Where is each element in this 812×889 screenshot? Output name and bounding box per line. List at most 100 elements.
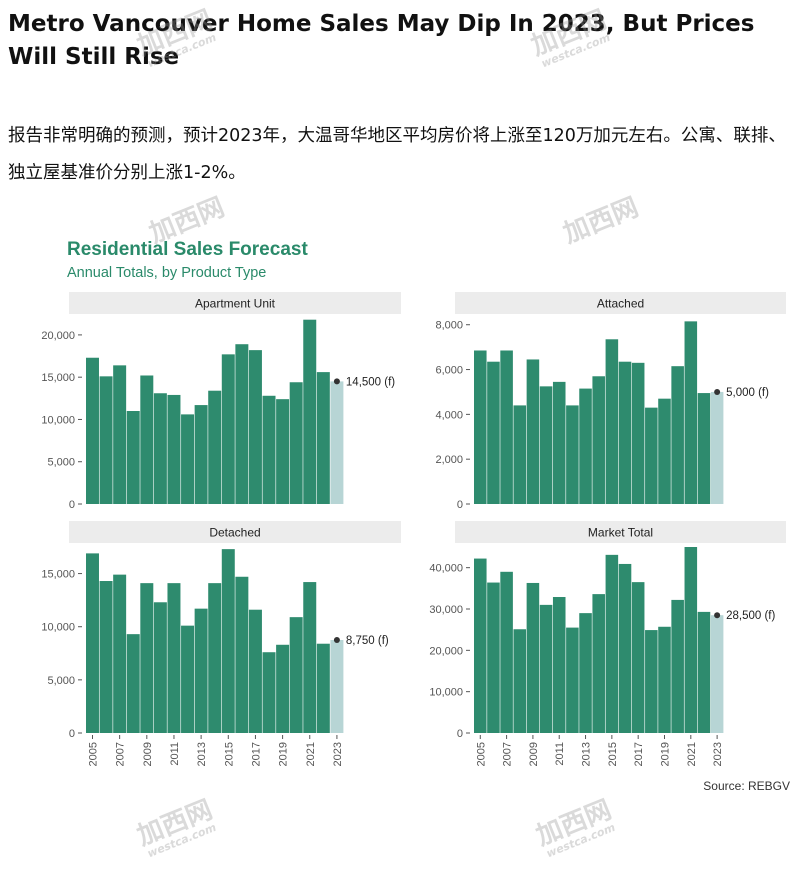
bar — [539, 604, 553, 733]
bar — [579, 388, 592, 504]
bar — [645, 407, 658, 504]
watermark-logo: 加西网 westca.com — [133, 794, 220, 860]
panel-apartment-unit: Apartment Unit 0 5,000 10,000 15,000 20,000 14… — [41, 292, 401, 511]
y-tick-label: 2,000 — [435, 454, 463, 466]
bar — [316, 372, 330, 504]
bar — [552, 381, 566, 504]
y-tick-label: 20,000 — [429, 645, 463, 657]
bar — [566, 405, 579, 504]
x-tick-label: 2015 — [223, 742, 235, 766]
panel-strip — [455, 292, 786, 314]
x-tick-label: 2021 — [305, 742, 317, 766]
bar — [487, 361, 500, 504]
bar — [500, 350, 513, 504]
article-intro: 报告非常明确的预测，预计2023年，大温哥华地区平均房价将上涨至120万加元左右… — [8, 126, 786, 183]
y-tick-label: 5,000 — [47, 675, 75, 687]
y-tick-label: 8,000 — [435, 320, 463, 332]
bar — [474, 558, 487, 733]
x-tick-label: 2019 — [278, 742, 290, 766]
bar — [113, 574, 127, 733]
forecast-label: 28,500 (f) — [726, 610, 775, 622]
bar — [592, 594, 605, 733]
forecast-bar — [330, 381, 344, 504]
bar — [248, 350, 262, 504]
y-tick-label: 15,000 — [41, 569, 75, 581]
bar — [552, 597, 566, 733]
bar — [248, 609, 262, 733]
bar — [194, 608, 208, 733]
bar — [262, 652, 276, 733]
x-tick-label: 2005 — [475, 742, 487, 766]
x-tick-label: 2013 — [196, 742, 208, 766]
bar — [697, 393, 711, 504]
bar — [658, 398, 671, 504]
panel-market-total: Market Total 0 10,000 20,000 30,000 40,000 28,… — [429, 521, 786, 766]
bar — [513, 405, 527, 504]
forecast-bar — [710, 615, 724, 733]
bar — [487, 582, 500, 733]
bar — [631, 582, 645, 733]
x-tick-label: 2015 — [607, 742, 619, 766]
x-tick-label: 2023 — [332, 742, 344, 766]
bar — [645, 630, 658, 733]
y-tick-label: 4,000 — [435, 409, 463, 421]
bar — [605, 339, 619, 504]
x-tick-label: 2011 — [169, 742, 181, 766]
bar — [235, 576, 249, 733]
figure-source: Source: REBGV — [703, 779, 790, 793]
panel-strip — [455, 521, 786, 543]
bar — [500, 571, 513, 733]
y-tick-label: 0 — [457, 499, 463, 511]
bar — [86, 357, 99, 504]
bar — [126, 634, 140, 733]
y-tick-label: 10,000 — [41, 414, 75, 426]
bar — [221, 549, 235, 733]
forecast-bar — [710, 391, 724, 504]
x-tick-label: 2005 — [87, 742, 99, 766]
y-tick-label: 40,000 — [429, 563, 463, 575]
bar — [631, 362, 645, 504]
bar — [153, 393, 167, 504]
bar — [208, 583, 222, 733]
bar — [618, 361, 632, 504]
figure-subtitle: Annual Totals, by Product Type — [67, 265, 267, 281]
bar — [181, 414, 195, 504]
bar — [181, 625, 195, 733]
panel-title: Market Total — [588, 526, 653, 540]
watermark-main: 加西网 — [133, 794, 217, 852]
y-tick-label: 0 — [457, 728, 463, 740]
bar — [167, 394, 181, 504]
bar — [99, 376, 113, 504]
x-tick-label: 2023 — [712, 742, 724, 766]
bar — [697, 611, 711, 733]
bar — [153, 602, 167, 733]
article-headline: Metro Vancouver Home Sales May Dip In 20… — [8, 11, 755, 70]
bar — [618, 563, 632, 733]
bar — [99, 581, 113, 733]
chart-panels: Apartment Unit 0 5,000 10,000 15,000 20,000 14… — [41, 292, 786, 766]
bar — [539, 386, 553, 504]
x-tick-label: 2011 — [554, 742, 566, 766]
bar — [658, 626, 671, 733]
x-tick-label: 2021 — [686, 742, 698, 766]
y-tick-label: 10,000 — [41, 622, 75, 634]
panel-strip — [69, 292, 401, 314]
y-tick-label: 15,000 — [41, 372, 75, 384]
bar — [684, 321, 698, 504]
bar — [513, 629, 527, 733]
forecast-label: 8,750 (f) — [346, 635, 389, 647]
x-tick-label: 2009 — [528, 742, 540, 766]
bar — [194, 405, 208, 504]
x-tick-label: 2009 — [142, 742, 154, 766]
bar — [167, 583, 181, 733]
bar — [235, 344, 249, 504]
forecast-point — [333, 378, 340, 385]
x-tick-label: 2017 — [633, 742, 645, 766]
bar — [289, 617, 303, 733]
bar — [671, 599, 684, 733]
panel-attached: Attached 0 2,000 4,000 6,000 8,000 5,000 (f) — [435, 292, 786, 511]
forecast-bar — [330, 640, 344, 733]
watermark-sub: westca.com — [544, 820, 618, 861]
bar — [140, 583, 154, 733]
bar — [671, 366, 684, 504]
